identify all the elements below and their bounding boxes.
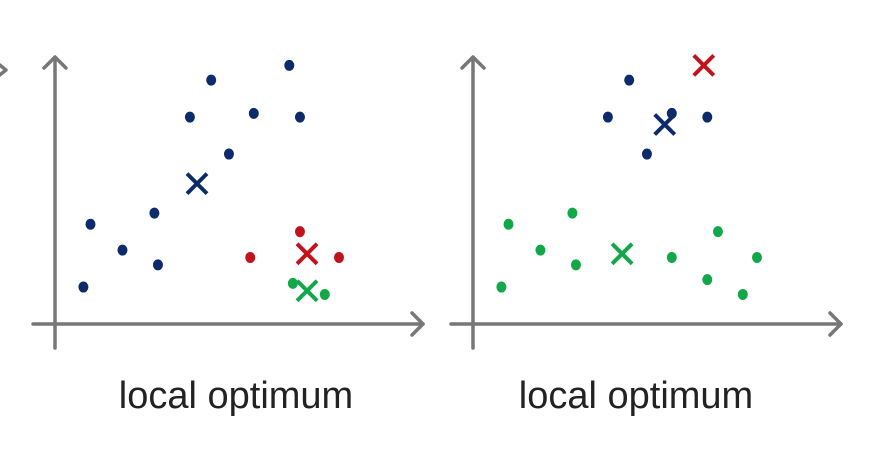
centroid-stroke [610,242,634,266]
data-point [624,74,635,86]
data-point [78,281,89,293]
right-chart-title: local optimum [518,375,754,417]
left-chart-title: local optimum [118,375,354,417]
left-scatter-panel [31,55,425,350]
right-scatter-panel [449,53,843,350]
data-point [319,288,330,300]
centroid-series-3 [185,172,209,196]
data-point [702,111,713,123]
data-point [223,148,234,160]
data-point [712,226,723,238]
x-axis-arrow-icon [410,311,425,337]
centroid-series-4 [295,242,319,266]
point-series-1 [496,207,762,300]
centroid-marker [295,279,319,303]
centroid-marker [692,53,716,77]
axes [31,55,425,350]
axes [449,55,843,350]
data-point [287,277,298,289]
centroid-stroke [295,279,319,303]
data-point [117,244,128,256]
data-point [666,252,677,263]
data-point [503,218,514,230]
centroid-stroke [185,172,209,196]
data-point [245,252,256,263]
centroid-stroke [653,113,677,136]
centroid-series-5 [295,279,319,303]
centroid-marker [295,242,319,266]
data-point [737,288,748,300]
data-point [206,74,217,86]
data-point [248,107,259,119]
data-point [496,281,507,293]
data-point [152,259,163,271]
data-point [334,252,344,263]
data-point [284,59,295,71]
point-series-2 [287,277,330,300]
data-point [85,218,96,230]
x-axis-arrow-icon [828,311,843,337]
cropped-arrow-icon [0,62,8,78]
y-axis-arrow-icon [42,55,68,70]
centroid-series-3 [692,53,716,77]
centroid-stroke [692,53,716,77]
centroid-marker [185,172,209,196]
centroid-marker [653,113,677,136]
data-point [602,111,613,123]
data-point [570,259,581,271]
data-point [567,207,578,219]
centroid-series-4 [610,242,634,266]
centroid-marker [610,242,634,266]
data-point [752,252,762,263]
point-series-0 [78,59,305,293]
point-series-1 [245,226,344,263]
data-point [535,244,546,256]
data-point [184,111,195,123]
data-point [294,226,305,238]
data-point [149,207,160,219]
data-point [294,111,305,123]
centroid-stroke [295,242,319,266]
y-axis-arrow-icon [460,55,486,70]
data-point [641,148,652,160]
centroid-series-2 [653,113,677,136]
data-point [702,274,713,286]
